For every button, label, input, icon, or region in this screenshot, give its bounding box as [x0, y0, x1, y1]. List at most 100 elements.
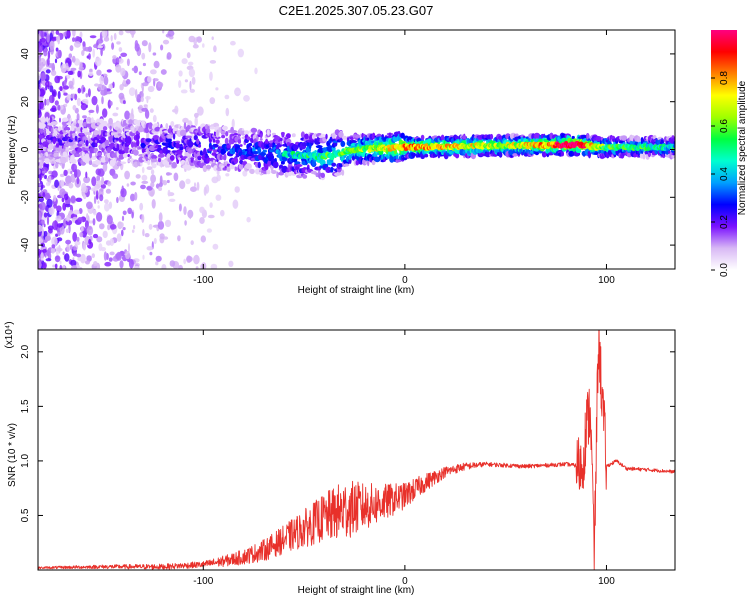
spectrogram-cell [109, 251, 115, 256]
spectrogram-cell [138, 126, 145, 133]
spectrogram-cell [75, 126, 78, 132]
spectrogram-cell [74, 135, 78, 141]
spectrogram-cell [412, 152, 415, 159]
spectrogram-cell [149, 108, 154, 113]
spectrogram-cell [152, 114, 157, 123]
spectrogram-cell [326, 145, 334, 153]
spectrogram-cell [64, 203, 71, 208]
spectrogram-cell [100, 47, 103, 57]
spectrogram-cell [101, 176, 105, 186]
spectrogram-cell [642, 153, 646, 160]
spectrogram-cell [338, 131, 344, 138]
spectrogram-cell [103, 76, 109, 86]
spectrogram-cell [151, 199, 156, 209]
spectrogram-cell [104, 202, 110, 212]
spectrogram-cell [228, 260, 234, 267]
spectrogram-cell [340, 140, 346, 147]
spectrogram-cell [49, 85, 54, 93]
spectrogram-cell [248, 142, 253, 147]
spectrogram-cell [51, 247, 55, 254]
spectrogram-cell [122, 100, 126, 105]
spectrogram-cell [63, 79, 67, 87]
spectrogram-cell [221, 134, 226, 139]
spectrogram-cell [50, 45, 54, 55]
spectrogram-cell [225, 107, 230, 117]
spectrogram-cell [150, 69, 157, 75]
snr-x-tick-label: 100 [598, 576, 615, 587]
spectrogram-cell [40, 123, 46, 129]
spectrogram-cell [117, 128, 122, 134]
spectrogram-cell [66, 94, 71, 101]
spectrogram-cell [301, 142, 308, 147]
spectrogram-y-tick-label: -40 [20, 237, 31, 252]
spectrogram-cell [60, 156, 67, 164]
snr-x-tick-label: 0 [402, 576, 408, 587]
spectrogram-cell [116, 196, 119, 204]
spectrogram-cell [166, 52, 172, 60]
spectrogram-cell [141, 214, 145, 223]
spectrogram-cell [66, 214, 71, 222]
spectrogram-cell [79, 232, 84, 238]
spectrogram-cell [66, 74, 71, 79]
spectrogram-cell [72, 231, 78, 242]
spectrogram-cell [150, 181, 155, 188]
spectrogram-cell [160, 44, 164, 51]
spectrogram-cell [178, 80, 182, 88]
spectrogram-cell [62, 251, 65, 256]
spectrogram-cell [213, 45, 217, 53]
spectrogram-cell [141, 52, 146, 60]
spectrogram-cell [56, 223, 63, 228]
spectrogram-cell [39, 201, 46, 211]
spectrogram-cell [79, 31, 83, 39]
spectrogram-cell [196, 138, 200, 145]
spectrogram-cell [221, 125, 228, 131]
spectrogram-cell [145, 96, 151, 100]
spectrogram-cell [59, 188, 66, 198]
spectrogram-cell [75, 122, 80, 128]
spectrogram-cell [142, 229, 145, 237]
spectrogram-cell [126, 183, 130, 187]
spectrogram-cell [141, 40, 148, 47]
spectrogram-cell [54, 58, 58, 64]
spectrogram-cell [175, 140, 181, 144]
spectrogram-cell [170, 121, 175, 127]
spectrogram-cell [71, 133, 77, 136]
spectrogram-cell [50, 70, 57, 76]
spectrogram-cell [102, 120, 108, 127]
spectrogram-cell [86, 255, 92, 262]
spectrogram-cell [145, 138, 152, 143]
spectrogram-cell [102, 126, 108, 131]
spectrogram-cell [115, 251, 122, 261]
spectrogram-cell [59, 260, 62, 265]
spectrogram-cell [112, 173, 119, 179]
spectrogram-cell [136, 94, 142, 103]
spectrogram-cell [83, 176, 91, 184]
spectrogram-cell [40, 30, 45, 39]
spectrogram-cell [187, 140, 194, 148]
spectrogram-cell [76, 236, 80, 242]
spectrogram-cell [191, 76, 196, 85]
spectrogram-cell [331, 147, 336, 151]
spectrogram-cell [187, 148, 194, 154]
spectrogram-cell [213, 143, 219, 148]
spectrogram-cell [88, 53, 91, 60]
spectrogram-cell [232, 147, 236, 155]
spectrogram-cell [116, 41, 121, 45]
spectrogram-cell [131, 67, 135, 71]
spectrogram-cell [124, 110, 130, 120]
spectrogram-cell [47, 81, 50, 90]
spectrogram-cell [99, 118, 104, 124]
spectrogram-cell [262, 149, 267, 153]
spectrogram-cell [72, 209, 80, 215]
spectrogram-cell [141, 107, 148, 112]
spectrogram-cell [174, 105, 179, 115]
spectrogram-cell [167, 133, 174, 139]
spectrogram-cell [243, 130, 250, 136]
spectrogram-cell [169, 155, 175, 161]
spectrogram-cell [586, 133, 589, 140]
spectrogram-cell [43, 223, 46, 228]
spectrogram-cell [85, 139, 89, 147]
spectrogram-cell [122, 153, 128, 159]
spectrogram-cell [109, 125, 112, 130]
spectrogram-cell [92, 218, 96, 226]
